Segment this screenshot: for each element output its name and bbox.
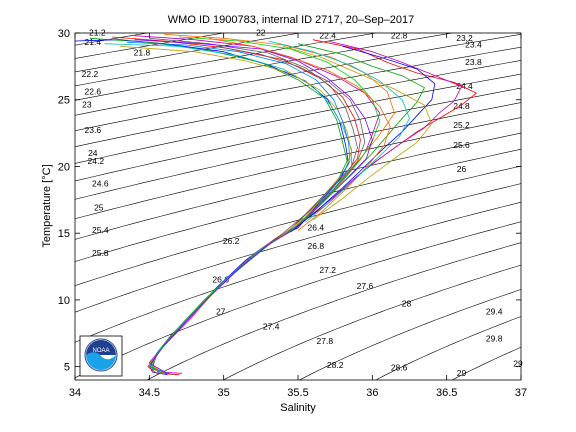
- density-contour-label: 23.8: [465, 57, 482, 67]
- density-contour-line: [504, 20, 576, 394]
- density-contour-label: 25.4: [92, 225, 109, 235]
- profile-line: [297, 43, 425, 221]
- density-contour-label: 22.8: [391, 30, 408, 40]
- x-tick-label: 36.5: [436, 387, 457, 399]
- y-tick-label: 5: [64, 362, 70, 374]
- density-contour-label: 28.2: [327, 360, 344, 370]
- chart-title: WMO ID 1900783, internal ID 2717, 20–Sep…: [168, 14, 414, 26]
- y-tick-label: 15: [58, 228, 70, 240]
- profile-line: [305, 40, 462, 221]
- density-contour-label: 29: [457, 368, 467, 378]
- density-contour-line: [75, 183, 521, 313]
- density-contour-line: [222, 264, 521, 380]
- y-tick-label: 20: [58, 161, 70, 173]
- density-contour-label: 27.6: [357, 281, 374, 291]
- density-contour-label: 24.6: [92, 179, 109, 189]
- profile-line: [134, 35, 381, 374]
- profile-line: [149, 37, 358, 376]
- x-tick-label: 34.5: [139, 387, 160, 399]
- data-series: [75, 33, 477, 376]
- density-contour-label: 23.4: [465, 40, 482, 50]
- density-contour-line: [75, 165, 521, 286]
- density-contour-label: 25: [94, 203, 104, 213]
- profile-line: [126, 41, 351, 374]
- density-contour-line: [146, 242, 521, 380]
- density-contour-line: [0, 20, 76, 394]
- density-contour-label: 26: [457, 164, 467, 174]
- density-contour-label: 29.4: [486, 307, 503, 317]
- svg-text:NOAA: NOAA: [92, 348, 109, 354]
- density-contour-line: [75, 46, 521, 132]
- x-axis: 34 34.5 35 35.5 36 36.5 37: [69, 33, 527, 399]
- density-contour-line: [75, 132, 521, 240]
- density-contour-label: 23.6: [85, 125, 102, 135]
- profile-line: [268, 40, 410, 223]
- density-contour-label: 26.4: [308, 223, 325, 233]
- density-contour-label: 25.6: [453, 140, 470, 150]
- profile-line: [208, 37, 391, 231]
- density-contour-label: 28.6: [391, 363, 408, 373]
- density-contour-label: 23.2: [456, 33, 473, 43]
- density-contour-label: 26.6: [212, 275, 229, 285]
- x-tick-label: 35.5: [287, 387, 308, 399]
- profile-line: [150, 36, 381, 374]
- density-contour-label: 26.2: [223, 236, 240, 246]
- density-contour-label: 22.2: [82, 69, 99, 79]
- density-contour-label: 22.4: [319, 30, 336, 40]
- density-contour-line: [75, 33, 378, 87]
- x-tick-label: 34: [69, 387, 81, 399]
- density-contour-line: [75, 148, 521, 262]
- profile-line: [282, 45, 433, 221]
- density-contour-label: 25.8: [92, 248, 109, 258]
- density-contour-label: 26.8: [308, 241, 325, 251]
- density-contour-label: 21.8: [134, 48, 151, 58]
- profile-line: [75, 39, 349, 376]
- density-contour-line: [75, 201, 521, 343]
- x-tick-label: 37: [515, 387, 527, 399]
- density-contour-label: 28: [402, 299, 412, 309]
- profile-line: [89, 37, 348, 376]
- profile-line: [216, 45, 366, 231]
- density-contour-line: [75, 33, 455, 101]
- y-tick-label: 10: [58, 295, 70, 307]
- density-contour-label: 21.4: [85, 37, 102, 47]
- y-axis-label: Temperature [°C]: [41, 164, 53, 247]
- density-contour-label: 24.8: [453, 101, 470, 111]
- density-contour-line: [298, 289, 521, 380]
- plot-frame: [74, 32, 522, 381]
- density-contour-label: 24.2: [88, 156, 105, 166]
- density-contour-label: 27.4: [263, 321, 280, 331]
- density-contour-label: 27.8: [317, 336, 334, 346]
- x-tick-label: 35: [218, 387, 230, 399]
- density-contour-label: 23: [82, 100, 92, 110]
- density-contour-label: 25.2: [453, 120, 470, 130]
- profile-line: [290, 45, 436, 233]
- density-contour-line: [75, 33, 521, 116]
- density-contour-labels: 21.221.421.822.222.62323.62424.224.62525…: [82, 28, 523, 378]
- density-contour-line: [375, 316, 521, 380]
- y-tick-label: 30: [58, 28, 70, 40]
- density-contour-label: 29.8: [486, 333, 503, 343]
- profile-line: [119, 45, 352, 374]
- profile-line: [134, 39, 373, 374]
- density-contour-line: [75, 60, 521, 148]
- density-contour-label: 27.2: [319, 265, 336, 275]
- x-axis-label: Salinity: [280, 402, 316, 414]
- y-axis: 5 10 15 20 25 30: [58, 28, 521, 374]
- y-tick-label: 25: [58, 95, 70, 107]
- density-contour-label: 22.6: [85, 86, 102, 96]
- density-contour-line: [75, 117, 521, 220]
- density-contour-label: 29: [513, 359, 523, 369]
- density-contour-label: 24.4: [456, 81, 473, 91]
- x-tick-label: 36: [366, 387, 378, 399]
- noaa-logo: NOAA: [79, 335, 123, 377]
- density-contour-label: 27: [216, 307, 226, 317]
- density-contour-label: 24: [88, 148, 98, 158]
- density-contour-line: [75, 73, 521, 164]
